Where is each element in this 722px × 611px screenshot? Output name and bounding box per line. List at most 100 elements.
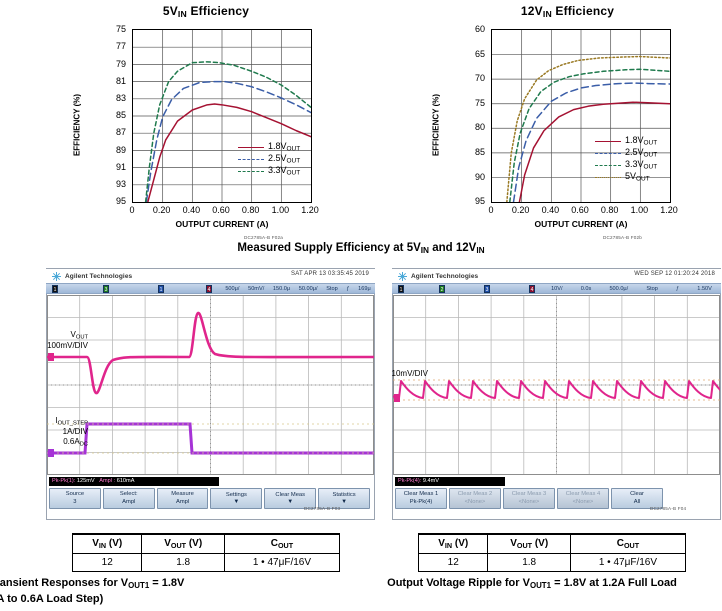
table-header-cell: VOUT (V) xyxy=(141,532,225,554)
table-cell: 1 • 47μF/16V xyxy=(223,552,341,572)
scope-channel-marker[interactable] xyxy=(48,449,54,457)
scope-channel-box-4[interactable]: 4 xyxy=(529,284,535,293)
legend-item: 5VOUT xyxy=(595,171,657,183)
scope-bar-item[interactable]: Stop xyxy=(326,285,338,292)
chart-ytick: 70 xyxy=(474,73,485,84)
scope-ripple-graticule xyxy=(393,295,720,475)
scope-softkey[interactable]: Source 3 xyxy=(49,488,101,509)
scope-softkey[interactable]: Select: Ampl xyxy=(102,488,155,509)
middle-caption: Measured Supply Efficiency at 5VIN and 1… xyxy=(237,242,485,256)
softkey-line2: All xyxy=(633,498,641,505)
legend-label: 3.3VOUT xyxy=(625,159,658,171)
scope-bar-item[interactable]: 50.00μ/ xyxy=(298,285,318,292)
chart-5vin-xlabel: OUTPUT CURRENT (A) xyxy=(175,219,269,230)
scope-ripple-header: Agilent Technologies WED SEP 12 01:20:24… xyxy=(392,269,721,283)
chart-ytick: 60 xyxy=(474,24,485,35)
scope-channel-box-3[interactable]: 3 xyxy=(484,284,490,293)
scope-transient-top-bar[interactable]: 1 3 1 4 500μ/50mV/150.0μ 50.00μ/Stop ƒ 169μ xyxy=(46,283,375,294)
chart-5vin: 5VIN Efficiency EFFICIENCY (%) 95 93 91 89 8… xyxy=(73,4,319,240)
chart-ytick: 81 xyxy=(115,75,126,86)
scope-bar-values: 500μ/50mV/150.0μ 50.00μ/Stop ƒ 169μ xyxy=(221,286,375,292)
scope-transient-waveform xyxy=(47,295,374,475)
legend-label: 1.8VOUT xyxy=(268,141,301,153)
softkey-line1: Clear Meas 2 xyxy=(457,491,493,498)
scope-ripple-measurement: Pk-Pk(4): 9.4mV xyxy=(395,477,505,486)
scope-bar-item[interactable]: 169μ xyxy=(358,285,371,292)
scope-softkey[interactable]: Clear Meas 1 Pk-Pk(4) xyxy=(395,488,447,509)
scope-channel-marker[interactable] xyxy=(48,353,54,361)
chart-5vin-legend: 1.8VOUT 2.5VOUT 3.3VOUT xyxy=(238,141,300,177)
chart-ytick: 80 xyxy=(474,122,485,133)
scope-softkey[interactable]: Clear Meas 2 <None> xyxy=(449,488,501,509)
scope-bar-item[interactable]: 1.50V xyxy=(697,285,712,292)
table-cell: 1.8 xyxy=(487,552,571,572)
table-row: VIN (V) VOUT (V) COUT xyxy=(71,532,341,554)
chart-12vin-code: DC2785A-B F02b xyxy=(603,235,643,241)
table-cell: 1.8 xyxy=(141,552,225,572)
legend-item: 1.8VOUT xyxy=(238,141,300,153)
softkey-line1: Clear Meas 3 xyxy=(511,491,547,498)
scope-brand-label: Agilent Technologies xyxy=(411,272,479,280)
chart-xtick: 1.00 xyxy=(271,205,290,216)
chart-xtick: 0.80 xyxy=(241,205,260,216)
table-ripple-caption: Output Voltage Ripple for VOUT1 = 1.8V a… xyxy=(387,577,677,590)
scope-softkey[interactable]: Clear Meas 4 <None> xyxy=(557,488,609,509)
scope-bar-item[interactable]: 150.0μ xyxy=(272,285,291,292)
scope-bar-item[interactable]: 0.0s xyxy=(580,285,592,292)
softkey-line2: <None> xyxy=(572,498,594,505)
scope-transient-softkeys[interactable]: Source 3 Select: Ampl Measure Ampl Settings ▼ Cl… xyxy=(49,488,372,509)
scope-bar-item[interactable]: 500.0μ/ xyxy=(609,285,629,292)
scope-ripple: Agilent Technologies WED SEP 12 01:20:24… xyxy=(392,268,721,520)
chart-ytick: 93 xyxy=(115,178,126,189)
table-row: 12 1.8 1 • 47μF/16V xyxy=(71,552,341,572)
softkey-line2: 3 xyxy=(73,498,77,505)
table-header-cell: COUT xyxy=(223,532,341,554)
scope-trace-ripple xyxy=(393,380,720,399)
scope-channel-box-2[interactable]: 2 xyxy=(439,284,445,293)
scope-transient-graticule xyxy=(47,295,374,475)
scope-channel-box-3[interactable]: 3 xyxy=(103,284,109,293)
scope-softkey[interactable]: Settings ▼ xyxy=(210,488,263,509)
legend-item: 2.5VOUT xyxy=(238,153,300,165)
chart-xtick: 0.20 xyxy=(152,205,171,216)
scope-softkey[interactable]: Measure Ampl xyxy=(156,488,209,509)
legend-swatch xyxy=(238,170,264,172)
legend-swatch xyxy=(595,164,621,166)
chart-series-1.8VOUT xyxy=(518,101,670,203)
scope-bar-item[interactable]: 500μ/ xyxy=(225,285,240,292)
scope-bar-item[interactable]: Stop xyxy=(646,285,658,292)
scope-channel-marker[interactable] xyxy=(394,394,400,402)
scope-softkey[interactable]: Clear Meas 3 <None> xyxy=(503,488,555,509)
chart-5vin-svg xyxy=(133,30,311,203)
chart-ytick: 77 xyxy=(115,41,126,52)
softkey-line1: Statistics xyxy=(332,492,356,499)
legend-swatch xyxy=(595,140,621,142)
scope-channel-box-4[interactable]: 4 xyxy=(206,284,212,293)
legend-item: 3.3VOUT xyxy=(595,159,657,171)
softkey-line1: Source xyxy=(65,491,85,498)
chart-12vin-legend: 1.8VOUT 2.5VOUT 3.3VOUT 5VOUT xyxy=(595,135,657,183)
chart-ytick: 95 xyxy=(115,196,126,207)
scope-channel-box-1[interactable]: 1 xyxy=(398,284,404,293)
scope-softkey[interactable]: Statistics ▼ xyxy=(318,488,370,509)
scope-channel-box-1[interactable]: 1 xyxy=(52,284,58,293)
scope-ripple-top-bar[interactable]: 1 2 3 4 10V/0.0s 500.0μ/Stop ƒ 1.50V xyxy=(392,283,721,294)
scope-transient-label-vout: VOUT 100mV/DIV xyxy=(47,330,88,351)
scope-bar-item[interactable]: 50mV/ xyxy=(248,285,265,292)
chart-xtick: 0.60 xyxy=(212,205,230,216)
chart-ytick: 83 xyxy=(115,92,126,103)
scope-transient-header: Agilent Technologies SAT APR 13 03:35:45… xyxy=(46,269,375,283)
scope-ripple-waveform xyxy=(393,295,720,475)
scope-ripple-softkeys[interactable]: Clear Meas 1 Pk-Pk(4) Clear Meas 2 <None> Cl… xyxy=(395,488,665,509)
legend-item: 3.3VOUT xyxy=(238,165,300,177)
scope-channel-box-1[interactable]: 1 xyxy=(158,284,164,293)
legend-item: 2.5VOUT xyxy=(595,147,657,159)
scope-bar-item[interactable]: ƒ xyxy=(676,285,680,292)
scope-bar-item[interactable]: ƒ xyxy=(346,285,350,292)
scope-softkey[interactable]: Clear All xyxy=(611,488,663,509)
scope-softkey[interactable]: Clear Meas ▼ xyxy=(264,488,317,509)
chart-ytick: 75 xyxy=(115,24,126,35)
scope-transient: Agilent Technologies SAT APR 13 03:35:45… xyxy=(46,268,375,520)
scope-bar-item[interactable]: 10V/ xyxy=(551,285,563,292)
